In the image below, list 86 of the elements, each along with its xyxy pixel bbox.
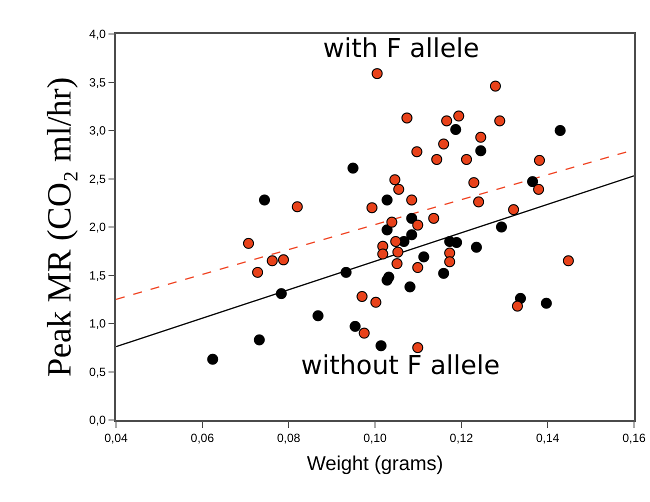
point <box>512 300 523 312</box>
point <box>392 258 403 270</box>
x-tick-label: 0,16 <box>622 431 646 446</box>
point <box>438 138 450 150</box>
point <box>243 238 254 249</box>
y-tick-label: 4,0 <box>89 27 106 42</box>
y-tick-label: 0,5 <box>89 364 106 379</box>
y-tick-label: 0,0 <box>89 413 106 428</box>
point <box>276 288 287 300</box>
point <box>252 266 264 278</box>
point <box>451 236 462 248</box>
point <box>350 320 361 332</box>
point <box>392 246 404 258</box>
point <box>382 274 393 286</box>
point <box>278 254 289 266</box>
point <box>562 255 574 266</box>
point <box>461 154 472 165</box>
point <box>444 256 456 268</box>
point <box>475 145 486 156</box>
point <box>412 262 424 274</box>
y-tick-label: 2,5 <box>89 172 106 186</box>
point <box>490 80 501 92</box>
point <box>453 110 464 122</box>
y-tick-label: 1,5 <box>89 268 106 282</box>
point <box>412 220 424 231</box>
point <box>366 202 378 214</box>
point <box>312 310 324 322</box>
point <box>406 229 418 240</box>
y-axis-title: Peak MR (CO₂ ml/hr) <box>41 77 78 377</box>
point <box>266 255 278 266</box>
point <box>382 224 393 236</box>
point <box>441 115 452 126</box>
point <box>386 216 398 228</box>
point <box>438 268 450 279</box>
point <box>406 212 418 224</box>
point <box>444 248 456 259</box>
x-tick-label: 0,04 <box>104 431 128 446</box>
point <box>508 204 520 216</box>
point <box>393 184 404 195</box>
point <box>468 177 480 188</box>
x-tick-label: 0,12 <box>450 431 474 446</box>
point <box>527 176 538 188</box>
y-tick-label: 2,0 <box>89 220 106 234</box>
point <box>406 194 418 206</box>
point <box>390 236 402 247</box>
annotation: without F allele <box>301 351 500 381</box>
point <box>475 132 486 143</box>
point <box>473 196 484 208</box>
x-tick-label: 0,08 <box>276 431 301 446</box>
point <box>554 125 566 136</box>
point <box>372 68 383 80</box>
x-tick-label: 0,14 <box>536 431 560 446</box>
x-tick-label: 0,10 <box>363 431 387 446</box>
point <box>412 342 424 354</box>
point <box>356 290 368 302</box>
point <box>418 251 430 262</box>
point <box>254 334 265 346</box>
point <box>540 298 552 309</box>
y-tick-label: 3,5 <box>89 75 106 90</box>
point <box>404 281 416 292</box>
point <box>428 212 440 224</box>
point <box>358 328 370 339</box>
point <box>431 154 442 165</box>
point <box>470 242 482 253</box>
annotation: with F allele <box>323 34 480 64</box>
point <box>292 201 303 212</box>
point <box>534 154 545 166</box>
point <box>258 194 270 206</box>
point <box>340 266 352 278</box>
point <box>382 194 393 206</box>
point <box>401 112 412 124</box>
x-tick-label: 0,06 <box>190 431 214 446</box>
y-tick-label: 1,0 <box>89 316 106 331</box>
point <box>377 248 388 260</box>
point <box>207 354 218 365</box>
point <box>376 340 387 352</box>
point <box>389 174 400 186</box>
point <box>370 296 382 308</box>
x-axis-title: Weight (grams) <box>306 453 444 476</box>
point <box>411 146 422 158</box>
y-tick-label: 3,0 <box>89 124 106 138</box>
point <box>494 115 506 126</box>
point <box>347 162 358 174</box>
point <box>533 184 544 195</box>
point <box>496 222 507 232</box>
point <box>450 124 462 136</box>
